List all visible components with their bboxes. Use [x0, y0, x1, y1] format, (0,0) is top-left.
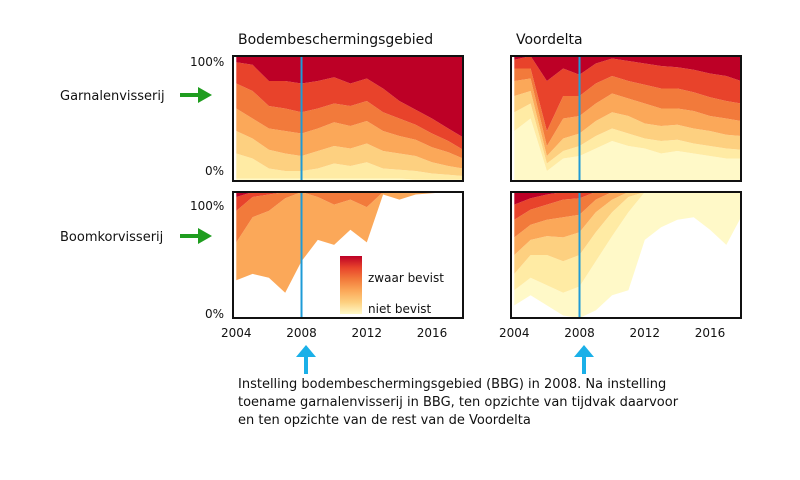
- area-band-4: [236, 83, 463, 159]
- arrow-right-icon: [180, 228, 212, 244]
- area-band-1: [236, 153, 463, 180]
- x-tick-label: 2004: [221, 326, 252, 340]
- area-band-3: [514, 91, 741, 164]
- panel-boomkor-bbg: [232, 191, 464, 319]
- y-tick-100-bottom: 100%: [190, 199, 224, 213]
- x-tick-label: 2008: [564, 326, 595, 340]
- panel-frame: [510, 55, 742, 182]
- x-tick-label: 2012: [630, 326, 661, 340]
- area-band-3: [514, 192, 741, 274]
- x-tick-label: 2012: [352, 326, 383, 340]
- area-band-6: [514, 56, 741, 131]
- panel-frame: [232, 55, 464, 182]
- area-band-6: [236, 56, 463, 138]
- area-band-4: [514, 78, 741, 156]
- panel-garnalen-voordelta: [510, 55, 742, 182]
- area-band-1: [514, 118, 741, 179]
- panel-boomkor-voordelta: [510, 191, 742, 319]
- column-title-voordelta: Voordelta: [516, 32, 583, 48]
- arrow-up-icon: [574, 345, 594, 374]
- description-line: toename garnalenvisserij in BBG, ten opz…: [238, 395, 679, 410]
- area-band-2: [514, 103, 741, 171]
- area-band-1: [236, 192, 463, 293]
- area-band-7: [514, 56, 741, 81]
- description: Instelling bodembeschermingsgebied (BBG)…: [238, 376, 758, 430]
- area-band-2: [514, 192, 741, 293]
- legend-high-label: zwaar bevist: [368, 271, 444, 285]
- panel-garnalen-bbg: [232, 55, 464, 182]
- row-label-garnalenvisserij: Garnalenvisserij: [60, 89, 165, 104]
- arrow-right-icon: [180, 87, 212, 103]
- y-tick-0-bottom: 0%: [205, 307, 224, 321]
- area-band-0: [514, 217, 741, 318]
- x-tick-label: 2016: [695, 326, 726, 340]
- row-label-boomkorvisserij: Boomkorvisserij: [60, 230, 163, 245]
- arrow-up-icon: [296, 345, 316, 374]
- area-band-7: [514, 192, 741, 205]
- y-tick-0-top: 0%: [205, 164, 224, 178]
- panel-frame: [232, 191, 464, 319]
- panel-frame: [510, 191, 742, 319]
- legend-color-bar: [340, 256, 362, 314]
- x-tick-label: 2004: [499, 326, 530, 340]
- description-line: en ten opzichte van de rest van de Voord…: [238, 413, 531, 428]
- area-band-4: [514, 192, 741, 255]
- x-tick-label: 2016: [417, 326, 448, 340]
- area-band-6: [514, 192, 741, 220]
- area-band-3: [236, 192, 463, 211]
- x-axis-ticks: 2004 2008 2012 2016 2004 2008 2012 2016: [221, 326, 725, 340]
- area-band-1: [514, 192, 741, 318]
- area-band-5: [236, 62, 463, 150]
- column-title-bbg: Bodembeschermingsgebied: [238, 32, 433, 48]
- area-band-5: [514, 68, 741, 146]
- area-band-3: [236, 108, 463, 169]
- legend: zwaar bevist niet bevist: [340, 256, 444, 316]
- legend-low-label: niet bevist: [368, 302, 432, 316]
- description-line: Instelling bodembeschermingsgebied (BBG)…: [238, 377, 667, 392]
- area-band-0: [236, 192, 463, 318]
- area-band-5: [514, 192, 741, 238]
- y-tick-100-top: 100%: [190, 55, 224, 69]
- area-band-2: [236, 192, 463, 243]
- x-tick-label: 2008: [286, 326, 317, 340]
- area-band-2: [236, 131, 463, 176]
